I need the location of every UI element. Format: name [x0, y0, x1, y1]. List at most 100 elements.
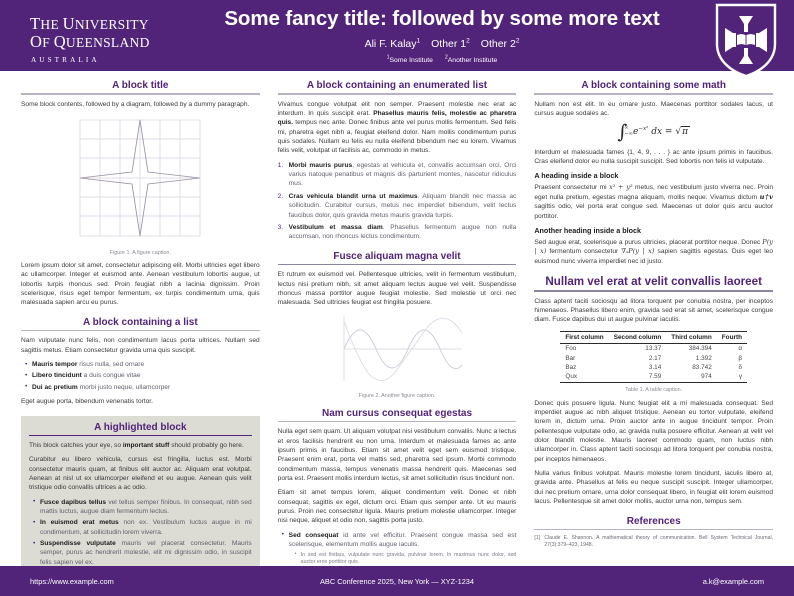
author-affil-mark: 2: [515, 37, 520, 45]
title-rule: [29, 434, 252, 436]
block-title: A block containing an enumerated list: [306, 80, 488, 91]
list-item: Mauris tempor risus nulla, sed ornare: [25, 360, 260, 370]
wordmark-line-2: OF QUEENSLAND: [30, 32, 150, 52]
block-title: Fusce aliquam magna velit: [333, 250, 461, 262]
paragraph: Etiam sit amet tempus lorem, aliquet con…: [277, 489, 517, 525]
middle-column: A block containing an enumerated list Vi…: [269, 80, 526, 596]
table-cell: 13.37: [645, 345, 662, 353]
list-item: Morbi mauris purus, egestas at vehicula …: [278, 161, 517, 188]
footer-email-link[interactable]: a.k@example.com: [702, 576, 765, 586]
table-cell: Qux: [560, 372, 609, 383]
paragraph: Class aptent taciti sociosqu ad litora t…: [534, 297, 774, 324]
paragraph: Lorem ipsum dolor sit amet, consectetur …: [21, 261, 260, 307]
author-affil-mark: 2: [466, 37, 470, 45]
table-row: Foo 13.37 384.394 α: [560, 344, 747, 354]
reference-list: [1] Claude E. Shannon. A mathematical th…: [534, 535, 773, 549]
list-item: Suspendisse vulputate mauris vel placera…: [33, 539, 252, 567]
table-header-cell: Third column: [666, 330, 717, 345]
inline-math: P(y | x): [534, 237, 774, 256]
table-row: Baz 3.14 83.742 δ: [560, 363, 747, 372]
title-rule: [277, 263, 517, 266]
block-fusce-aliquam-magna-velit: Fusce aliquam magna velit Et rutrum ex e…: [277, 250, 517, 399]
paragraph: This block catches your eye, so importan…: [29, 441, 244, 449]
table-cell: 1.392: [695, 354, 712, 362]
table-row: Qux 7.59 974 γ: [560, 372, 748, 383]
paragraph: Some block contents, followed by a diagr…: [21, 100, 250, 108]
title-rule: [277, 93, 517, 95]
table-cell: 2.17: [648, 354, 662, 362]
list-item: Dui ac pretium morbi justo neque, ullamc…: [25, 382, 260, 392]
title-rule: [534, 528, 774, 531]
table-cell: β: [738, 354, 743, 362]
sub-heading: Another heading inside a block: [534, 225, 641, 235]
block-a-block-containing-a-list: A block containing a list Nam vulputate …: [21, 317, 260, 407]
footer-website-link[interactable]: https://www.example.com: [30, 576, 114, 586]
table-cell: Bar: [565, 354, 576, 362]
block-nam-cursus-consequat-egestas: Nam cursus consequat egestas Nulla eget …: [277, 407, 517, 596]
author-entry: Ali F. Kalay1: [364, 37, 421, 51]
inline-math: x² + y²: [609, 183, 633, 192]
table-cell: 83.742: [692, 364, 712, 372]
data-table: First column Second column Third column …: [560, 330, 748, 383]
table-cell: 384.394: [688, 345, 712, 353]
table-header-cell: First column: [560, 330, 609, 345]
figure-caption: Figure 2. Another figure caption.: [358, 392, 436, 399]
table-header-cell: Fourth: [716, 330, 748, 345]
paragraph: Nam vulputate nunc felis, non condimentu…: [21, 337, 260, 354]
paragraph: Sed augue erat, scelerisque a purus ultr…: [534, 237, 774, 265]
block-title: A block containing a list: [83, 316, 198, 328]
block-some-math: A block containing some math Nullam non …: [534, 80, 773, 266]
four-pointed-star-diagram: [79, 119, 201, 237]
table-cell: α: [738, 345, 743, 353]
paragraph: Donec quis posuere ligula. Nunc feugiat …: [534, 399, 774, 463]
author-entry: Other 12: [431, 37, 470, 51]
list-item: Libero tincidunt a duis congue vitae: [25, 371, 260, 381]
author-entry: Other 22: [480, 37, 520, 51]
integral-sign-icon: ∫: [617, 121, 628, 144]
left-column: A block title Some block contents, follo…: [12, 80, 269, 596]
block-title: A block containing some math: [581, 80, 726, 91]
reference-item: [1] Claude E. Shannon. A mathematical th…: [534, 535, 773, 549]
bullet-list: Fusce dapibus tellus vel tellus semper f…: [29, 497, 252, 568]
table-caption: Table 1. A table caption.: [625, 386, 683, 393]
inline-math: u†v: [759, 192, 774, 201]
paragraph: Eget augue porta, bibendum venenatis tor…: [21, 398, 153, 406]
block-title: Nullam vel erat at velit convallis laore…: [545, 274, 762, 288]
table-cell: Baz: [565, 364, 577, 372]
poster-header: THE UNIVERSITY OF QUEENSLAND AUSTRALIA S…: [0, 0, 794, 78]
block-enumerated-list: A block containing an enumerated list Vi…: [277, 80, 517, 242]
university-wordmark: THE UNIVERSITY OF QUEENSLAND AUSTRALIA: [30, 14, 150, 64]
uq-shield-logo-icon: [715, 3, 777, 78]
title-rule: [534, 289, 774, 292]
table-cell: Foo: [565, 345, 577, 353]
table-cell: δ: [738, 364, 743, 372]
institute-entry: 2Another Institute: [444, 55, 498, 65]
paragraph: Nullam non est elit. In eu ornare justo.…: [534, 100, 774, 117]
paragraph: Nulla varius finibus volutpat. Mauris mo…: [534, 470, 774, 506]
title-rule: [21, 93, 260, 95]
institute-entry: 1Some Institute: [386, 55, 433, 65]
sub-list-item: In sed est finibus, vulputate nunc gravi…: [295, 551, 517, 567]
table-row: Bar 2.17 1.392 β: [560, 353, 747, 362]
sinusoid-plot: [343, 316, 463, 381]
reference-text: Claude E. Shannon. A mathematical theory…: [544, 535, 774, 549]
header-center: Some fancy title: followed by some more …: [200, 7, 684, 65]
poster-body: A block title Some block contents, follo…: [0, 71, 794, 596]
block-references: References [1] Claude E. Shannon. A math…: [534, 516, 774, 550]
block-title: Nam cursus consequat egestas: [321, 407, 473, 419]
author-list: Ali F. Kalay1 Other 12 Other 22: [200, 38, 684, 51]
enumerated-list: Morbi mauris purus, egestas at vehicula …: [278, 161, 517, 242]
table-cell: 7.59: [608, 372, 667, 383]
page-title: Some fancy title: followed by some more …: [224, 7, 660, 30]
wordmark-line-3: AUSTRALIA: [31, 55, 100, 64]
list-item: Vestibulum et massa diam. Phasellus ferm…: [278, 223, 517, 241]
paragraph: Interdum et malesuada fames {1, 4, 9, . …: [534, 148, 774, 166]
paragraph: Praesent consectetur mi x² + y² metus, n…: [534, 183, 774, 220]
bullet-list: Mauris tempor risus nulla, sed ornare Li…: [21, 360, 260, 392]
figure-1: Figure 1. A figure caption.: [21, 114, 260, 256]
block-a-block-title: A block title Some block contents, follo…: [21, 80, 260, 308]
figure-caption: Figure 1. A figure caption.: [109, 249, 171, 256]
title-rule: [21, 329, 260, 332]
table-cell: γ: [716, 372, 748, 383]
